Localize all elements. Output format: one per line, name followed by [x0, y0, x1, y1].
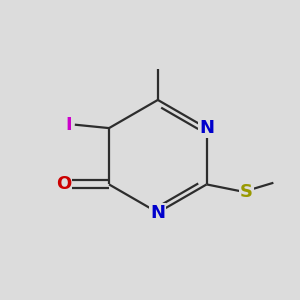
Text: I: I: [65, 116, 72, 134]
Text: S: S: [240, 183, 253, 201]
Text: N: N: [150, 204, 165, 222]
Text: N: N: [199, 119, 214, 137]
Text: O: O: [56, 176, 71, 194]
